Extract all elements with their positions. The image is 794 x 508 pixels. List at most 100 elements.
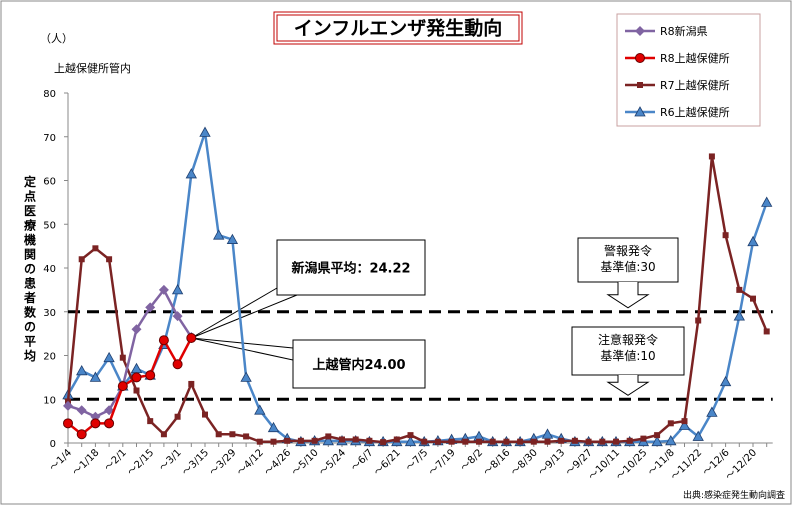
point xyxy=(267,421,280,433)
y-tick-label: 0 xyxy=(50,439,56,450)
point xyxy=(185,168,197,179)
point xyxy=(158,335,169,346)
y-axis-label: 療 xyxy=(24,218,36,233)
y-axis-label: 者 xyxy=(23,290,36,305)
series-line xyxy=(67,337,193,436)
point xyxy=(651,435,663,447)
reference-arrow xyxy=(606,375,650,396)
reference-label: 注意報発令 xyxy=(598,332,658,347)
point xyxy=(63,418,73,429)
point xyxy=(706,406,718,417)
y-axis-label: 機 xyxy=(24,232,36,247)
point xyxy=(92,245,99,252)
legend-label: R6上越保健所 xyxy=(660,105,730,119)
point xyxy=(256,438,263,445)
point xyxy=(571,437,578,444)
point xyxy=(213,229,225,240)
legend-label: R8新潟県 xyxy=(660,24,708,38)
point xyxy=(89,371,102,382)
y-axis-label: 関 xyxy=(24,248,36,262)
point xyxy=(171,284,184,295)
point xyxy=(145,370,156,381)
point xyxy=(145,302,156,313)
y-tick-label: 20 xyxy=(43,352,56,363)
point xyxy=(172,311,183,322)
legend-label: R7上越保健所 xyxy=(660,78,730,92)
point xyxy=(76,405,87,416)
point xyxy=(733,310,745,321)
point xyxy=(736,286,743,293)
point xyxy=(681,418,688,425)
point xyxy=(722,232,729,239)
callout-line xyxy=(191,287,278,339)
y-tick-label: 80 xyxy=(43,89,56,100)
point xyxy=(254,404,266,415)
point xyxy=(434,438,441,445)
point xyxy=(322,434,334,446)
point xyxy=(637,82,643,88)
point xyxy=(325,433,332,440)
y-tick-label: 10 xyxy=(43,395,56,406)
point xyxy=(530,438,537,445)
point xyxy=(131,324,142,335)
point xyxy=(188,380,195,387)
point xyxy=(172,359,183,370)
y-axis-label: の xyxy=(24,262,36,276)
y-axis-label: の xyxy=(24,320,36,334)
point xyxy=(229,431,236,438)
reference-label: 基準値:30 xyxy=(600,259,655,274)
point xyxy=(63,400,73,411)
y-tick-label: 40 xyxy=(43,264,56,275)
point xyxy=(133,387,140,394)
point xyxy=(763,328,770,335)
point xyxy=(541,428,554,439)
point xyxy=(160,431,167,438)
series-line xyxy=(66,156,768,444)
callout-box xyxy=(292,339,426,389)
y-tick-label: 30 xyxy=(43,308,56,319)
y-axis-label: 医 xyxy=(24,204,36,218)
chart-title: インフルエンザ発生動向 xyxy=(294,17,502,40)
point xyxy=(462,438,469,445)
point xyxy=(76,429,87,440)
point xyxy=(186,333,197,343)
reference-arrow xyxy=(606,282,650,309)
point xyxy=(103,351,115,363)
point xyxy=(404,435,417,447)
point xyxy=(104,418,115,429)
point xyxy=(380,439,387,446)
point xyxy=(708,153,715,160)
point xyxy=(747,235,759,247)
series-line xyxy=(67,287,193,419)
reference-label: 基準値:10 xyxy=(600,348,655,363)
point xyxy=(202,411,208,418)
y-axis-label: 定 xyxy=(24,174,36,189)
point xyxy=(678,419,691,430)
point xyxy=(421,438,428,445)
point xyxy=(76,364,88,376)
point xyxy=(119,354,126,361)
point xyxy=(240,371,252,382)
point xyxy=(448,438,455,445)
y-axis-label: 数 xyxy=(24,305,37,320)
point xyxy=(517,438,524,445)
y-tick-label: 50 xyxy=(43,220,56,231)
point xyxy=(117,381,128,392)
point xyxy=(90,418,101,429)
point xyxy=(613,438,619,445)
point xyxy=(635,26,645,36)
point xyxy=(558,437,565,444)
callout-line xyxy=(191,294,298,339)
point xyxy=(634,106,646,117)
point xyxy=(640,435,647,442)
title-frame-inner xyxy=(276,14,520,42)
title-frame xyxy=(273,11,523,45)
y-tick-label: 70 xyxy=(43,133,56,144)
point xyxy=(585,438,592,445)
point xyxy=(626,437,633,444)
point xyxy=(719,375,732,387)
y-tick-label: 60 xyxy=(43,177,56,188)
y-axis-label: 均 xyxy=(24,348,36,363)
unit-label: （人） xyxy=(40,32,73,45)
